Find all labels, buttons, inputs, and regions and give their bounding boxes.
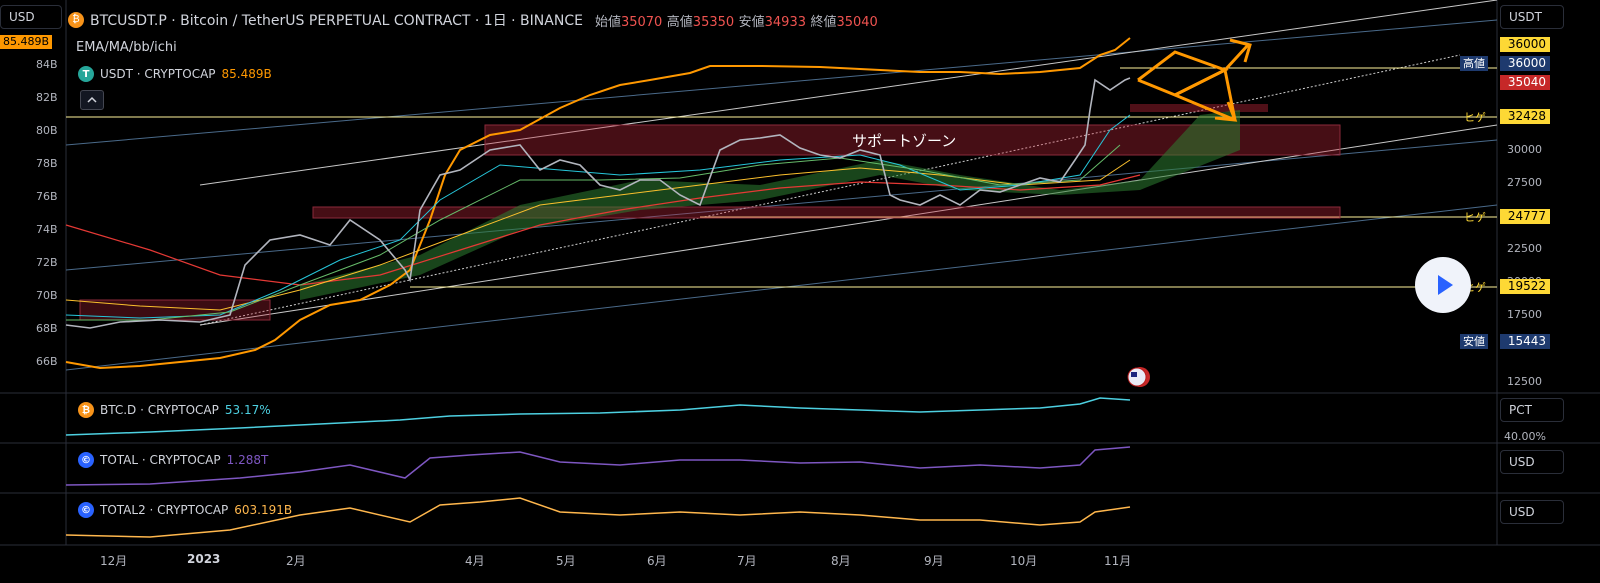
ema-green-line [66,144,1121,321]
overlay-legend[interactable]: T USDT · CRYPTOCAP 85.489B [78,66,272,82]
chevron-up-icon [87,96,97,103]
price-tag-low: 15443 [1500,334,1550,349]
pane-unit-selector[interactable]: PCT [1500,398,1564,422]
low-value: 34933 [764,14,806,30]
replay-play-button[interactable] [1415,257,1471,313]
time-tick: 9月 [924,554,944,568]
time-tick: 2月 [286,554,306,568]
play-icon [1438,275,1453,295]
price-tag-last: 35040 [1500,75,1550,90]
price-tag-19522: 19522 [1500,279,1550,294]
low-label: 安値 [1460,334,1488,349]
left-axis-tick: 84B [36,58,58,71]
trend-channel-line[interactable] [65,19,1498,146]
ma-yellow-line [65,159,1131,311]
pane-value: 1.288T [226,453,269,467]
time-tick: 4月 [465,554,485,568]
price-tag-32428: 32428 [1500,109,1550,124]
total2-legend[interactable]: © TOTAL2 · CRYPTOCAP 603.191B [78,502,292,518]
collapse-legend-button[interactable] [80,90,104,110]
low-label: 安値 [738,14,765,30]
btc-dominance-line [65,397,1131,436]
left-axis-tick: 68B [36,322,58,335]
trendline[interactable] [199,0,1498,186]
pane-unit-selector[interactable]: USD [1500,500,1564,524]
support-zone-label: サポートゾーン [852,132,957,150]
right-axis-tick: 12500 [1507,375,1542,388]
time-tick: 12月 [100,554,128,568]
overlay-left-axis-tag: 85.489B [0,35,53,49]
time-tick: 7月 [737,554,757,568]
open-value: 35070 [620,14,663,30]
total-legend[interactable]: © TOTAL · CRYPTOCAP 1.288T [78,452,268,468]
cryptocap-icon: © [78,502,94,518]
total2-market-cap-line [65,497,1131,538]
btc-icon: ₿ [78,402,94,418]
dotted-trendline[interactable] [199,54,1461,326]
left-axis-tick: 70B [36,289,58,302]
indicators-legend[interactable]: EMA/MA/bb/ichi [76,40,177,55]
total-market-cap-line [65,446,1131,486]
btc-dominance-legend[interactable]: ₿ BTC.D · CRYPTOCAP 53.17% [78,402,271,418]
time-tick: 6月 [647,554,667,568]
high-label: 高値 [1460,56,1488,71]
price-tag-36000: 36000 [1500,37,1550,52]
pane-value: 603.191B [234,503,293,517]
left-axis-tick: 76B [36,190,58,203]
tether-icon: T [78,66,94,82]
right-axis-tick: 30000 [1507,143,1542,156]
right-axis-tick: 27500 [1507,176,1542,189]
symbol-legend[interactable]: ₿ BTCUSDT.P · Bitcoin / TetherUS PERPETU… [68,10,878,30]
wick-label: ヒゲ [1464,111,1486,124]
pane-name: TOTAL2 · CRYPTOCAP [100,503,229,517]
pane-value: 53.17% [224,403,271,417]
overlay-name: USDT · CRYPTOCAP [100,67,216,81]
price-tag-24777: 24777 [1500,209,1550,224]
overlay-value: 85.489B [221,67,272,81]
time-tick: 5月 [556,554,576,568]
pane-name: TOTAL · CRYPTOCAP [100,453,221,467]
close-label: 終値 [810,14,837,30]
left-axis-tick: 78B [36,157,58,170]
projection-arrows[interactable] [1137,38,1252,122]
price-tag-high: 36000 [1500,56,1550,71]
pane-unit-selector[interactable]: USD [1500,450,1564,474]
left-axis-tick: 80B [36,124,58,137]
support-zone-lower[interactable] [312,206,1341,219]
time-tick: 10月 [1010,554,1038,568]
left-currency-selector[interactable]: USD [0,5,62,29]
right-axis-tick: 17500 [1507,308,1542,321]
symbol-title: BTCUSDT.P · Bitcoin / TetherUS PERPETUAL… [90,13,583,29]
time-tick: 11月 [1104,554,1132,568]
left-axis-tick: 72B [36,256,58,269]
resistance-zone[interactable] [1130,104,1268,112]
left-axis-tick: 82B [36,91,58,104]
time-tick: 8月 [831,554,851,568]
left-axis-tick: 74B [36,223,58,236]
high-value: 35350 [692,14,735,30]
wick-label: ヒゲ [1464,211,1486,224]
time-tick: 2023 [187,552,221,566]
usdt-market-cap-line [65,37,1131,370]
right-currency-selector[interactable]: USDT [1500,5,1564,29]
pane-name: BTC.D · CRYPTOCAP [100,403,219,417]
close-value: 35040 [836,14,878,30]
right-axis-tick: 22500 [1507,242,1542,255]
trendline[interactable] [199,124,1498,326]
price-candles [65,77,1131,329]
cryptocap-icon: © [78,452,94,468]
high-label: 高値 [666,14,693,30]
left-axis-tick: 66B [36,355,58,368]
ma-red-line [65,174,1141,286]
us-flag-event-icon[interactable] [1127,367,1150,387]
open-label: 始値 [594,14,621,30]
pane-axis-tick: 40.00% [1504,430,1546,443]
btc-symbol-icon: ₿ [68,12,84,28]
